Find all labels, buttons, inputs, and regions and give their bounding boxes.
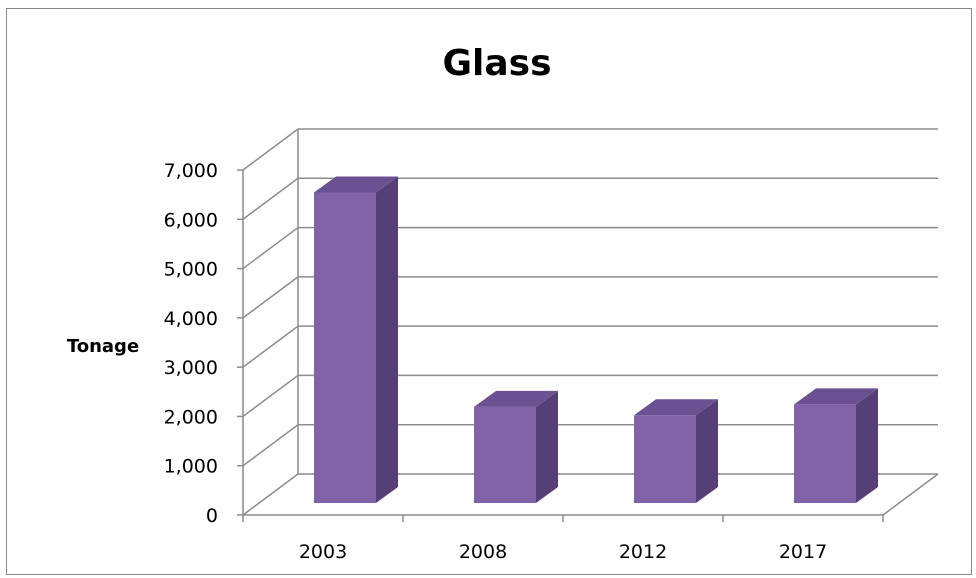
bar-side-2008 (536, 390, 558, 503)
y-tick-label: 3,000 (164, 357, 218, 379)
gridline-diagonal (242, 177, 299, 220)
y-axis-label: Tonage (67, 336, 139, 357)
gridline-diagonal (242, 374, 299, 418)
bar-2012 (634, 415, 696, 503)
chart-title: Glass (442, 43, 551, 84)
y-tick-label: 6,000 (164, 209, 218, 231)
bar-2017 (794, 404, 856, 503)
x-tick-label: 2003 (299, 541, 347, 563)
bar-top-2012 (634, 399, 718, 416)
bar-side-2012 (696, 399, 718, 503)
gridline-diagonal (242, 226, 299, 270)
gridline-diagonal (242, 424, 299, 467)
gridline-diagonal (242, 128, 299, 171)
bar-2003 (314, 192, 376, 503)
y-tick-label: 4,000 (164, 308, 218, 330)
bars (314, 176, 878, 503)
bar-top-2008 (474, 390, 558, 407)
tick-labels: 0 1,000 2,000 3,000 4,000 5,000 6,000 7,000 2003… (164, 160, 828, 563)
floor-edge (882, 473, 939, 516)
x-tick-label: 2017 (779, 541, 827, 563)
axes (237, 129, 939, 522)
y-tick-label: 0 (206, 505, 218, 527)
y-tick-label: 5,000 (164, 259, 218, 281)
bar-top-2003 (314, 176, 398, 193)
chart-frame (6, 8, 972, 575)
bar-side-2003 (376, 176, 398, 503)
gridline-diagonal (242, 325, 299, 368)
bar-top-2017 (794, 388, 878, 405)
y-tick-label: 1,000 (164, 456, 218, 478)
x-tick-label: 2012 (619, 541, 667, 563)
bar-side-2017 (856, 388, 878, 503)
y-tick-label: 7,000 (164, 160, 218, 182)
gridline-diagonal (242, 473, 299, 516)
gridline-diagonal (242, 276, 299, 319)
x-tick-label: 2008 (459, 541, 507, 563)
bar-2008 (474, 406, 536, 503)
y-tick-label: 2,000 (164, 406, 218, 428)
